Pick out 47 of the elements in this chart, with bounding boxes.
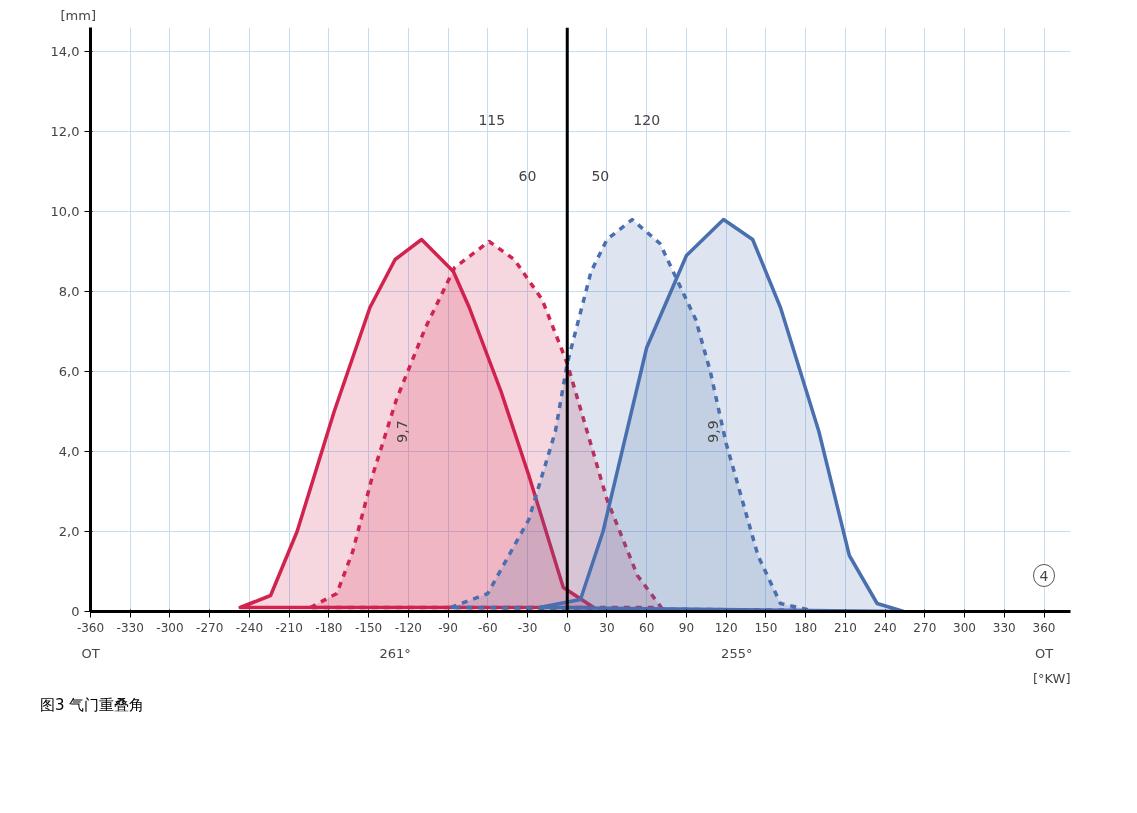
y-tick-label: 2,0 <box>58 524 80 539</box>
x-tick-label: -210 <box>275 620 303 635</box>
x-axis-title: [°KW] <box>1032 670 1071 686</box>
annotation: 50 <box>591 167 610 184</box>
x-tick-label: 0 <box>563 620 572 635</box>
annotation: 9,9 <box>704 420 721 443</box>
x-tick-label: 60 <box>639 620 655 635</box>
text: 255° <box>721 645 753 661</box>
x-tick-label: 90 <box>678 620 695 635</box>
x-tick-label: 120 <box>714 620 738 635</box>
y-tick-label: 10,0 <box>50 204 80 219</box>
x-tick-label: 180 <box>794 620 818 635</box>
x-tick-label: 30 <box>599 620 615 635</box>
annotation: 4 <box>1039 567 1049 584</box>
y-tick-label: 6,0 <box>58 364 80 379</box>
x-tick-label: -180 <box>315 620 343 635</box>
text: 261° <box>379 645 411 661</box>
x-tick-label: 360 <box>1032 620 1056 635</box>
y-tick-label: 0 <box>71 604 80 619</box>
y-tick-label: 14,0 <box>50 44 80 59</box>
x-tick-label: -330 <box>116 620 144 635</box>
x-tick-label: -120 <box>394 620 422 635</box>
y-tick-label: 12,0 <box>50 124 80 139</box>
x-tick-label: 210 <box>833 620 857 635</box>
caption: 图3 气门重叠角 <box>40 695 145 716</box>
x-tick-label: -90 <box>438 620 458 635</box>
text: OT <box>1034 645 1054 661</box>
x-tick-label: -270 <box>196 620 224 635</box>
y-tick-label: 8,0 <box>58 284 80 299</box>
x-tick-label: 270 <box>913 620 937 635</box>
text: OT <box>81 645 100 661</box>
x-tick-label: -60 <box>478 620 498 635</box>
x-tick-label: 150 <box>754 620 778 635</box>
y-tick-label: 4,0 <box>58 444 80 459</box>
x-tick-label: 330 <box>992 620 1016 635</box>
x-tick-label: -150 <box>354 620 383 635</box>
x-tick-label: 300 <box>953 620 977 635</box>
y-axis-title: [mm] <box>60 7 96 23</box>
annotation: 9,7 <box>393 420 410 443</box>
x-tick-label: -360 <box>76 620 105 635</box>
annotation: 115 <box>478 111 506 128</box>
annotation: 120 <box>633 111 661 128</box>
x-tick-label: -30 <box>517 620 538 635</box>
annotation: 60 <box>518 167 537 184</box>
x-tick-label: -300 <box>156 620 184 635</box>
x-tick-label: -240 <box>235 620 264 635</box>
x-tick-label: 240 <box>873 620 897 635</box>
